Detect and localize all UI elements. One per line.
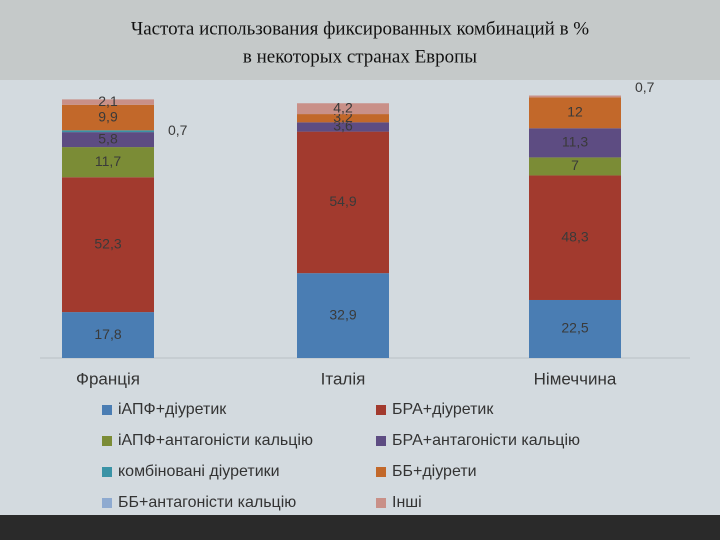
bar-segment — [297, 273, 389, 358]
bar-segment — [529, 175, 621, 300]
value-label: 52,3 — [94, 235, 121, 251]
bar-segment — [297, 131, 389, 274]
legend-label: Інші — [392, 494, 422, 511]
legend-swatch — [376, 498, 386, 508]
bar-segment — [62, 132, 154, 148]
value-label: 54,9 — [329, 193, 356, 209]
legend-swatch — [102, 405, 112, 415]
bar-segment — [62, 130, 154, 133]
bar-segment — [529, 299, 621, 358]
legend-swatch — [376, 467, 386, 477]
value-label: 11,7 — [95, 153, 121, 169]
bar-segment — [62, 99, 154, 105]
value-label: 0,7 — [168, 122, 188, 138]
value-label: 4,2 — [333, 99, 353, 115]
x-tick-label: Франція — [76, 369, 140, 388]
legend-swatch — [102, 467, 112, 477]
legend-swatch — [376, 405, 386, 415]
legend-label: ББ+антагоністи кальцію — [118, 494, 296, 511]
x-tick-label: Німеччина — [534, 369, 617, 388]
value-label: 22,5 — [561, 320, 588, 336]
x-tick-label: Італія — [321, 369, 366, 388]
value-label: 7 — [571, 157, 579, 173]
legend-swatch — [102, 436, 112, 446]
value-label: 32,9 — [329, 306, 356, 322]
value-label: 48,3 — [561, 228, 588, 244]
legend-label: іАПФ+діуретик — [118, 401, 227, 418]
value-label: 9,9 — [98, 108, 118, 124]
value-label: 0,7 — [635, 79, 655, 95]
bar-segment — [529, 157, 621, 176]
bar-segment — [529, 95, 621, 98]
legend-label: БРА+діуретик — [392, 401, 494, 418]
bottom-band — [0, 515, 720, 540]
value-label: 12 — [567, 103, 583, 119]
legend-label: БРА+антагоністи кальцію — [392, 432, 580, 449]
chart-title: Частота использования фиксированных комб… — [131, 18, 589, 39]
bar-segment — [62, 104, 154, 131]
value-label: 17,8 — [94, 326, 121, 342]
legend-label: ББ+діурети — [392, 463, 477, 480]
chart-subtitle: в некоторых странах Европы — [243, 46, 477, 67]
value-label: 2,1 — [98, 93, 118, 109]
bar-segment — [529, 97, 621, 129]
legend-label: іАПФ+антагоністи кальцію — [118, 432, 313, 449]
legend-swatch — [102, 498, 112, 508]
bar-segment — [297, 122, 389, 132]
bar-segment — [62, 312, 154, 358]
value-label: 5,8 — [98, 130, 118, 146]
title-band — [0, 0, 720, 80]
bar-segment — [297, 103, 389, 115]
legend-label: комбіновані діуретики — [118, 463, 280, 480]
value-label: 11,3 — [562, 134, 588, 150]
legend-swatch — [376, 436, 386, 446]
bar-segment — [62, 147, 154, 178]
bar-segment — [529, 128, 621, 158]
bar-segment — [62, 177, 154, 313]
bar-segment — [297, 114, 389, 123]
